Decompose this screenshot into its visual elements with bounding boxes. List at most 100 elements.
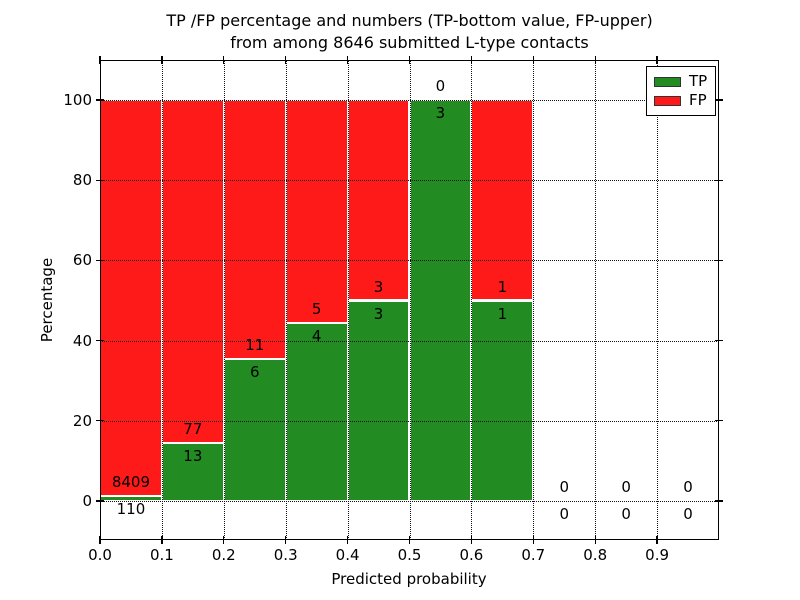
tp-count-label-0.8-0.9: 0 xyxy=(621,504,631,523)
tp-count-label-0.0-0.1: 110 xyxy=(116,499,146,518)
x-tick-top-0.9 xyxy=(656,56,658,64)
y-tick-label-0: 0 xyxy=(82,491,92,510)
x-tick-top-0.5 xyxy=(408,56,411,64)
y-tick-label-60: 60 xyxy=(72,251,92,270)
y-tick-left-20 xyxy=(96,420,104,422)
y-tick-label-40: 40 xyxy=(72,331,92,350)
fp-count-label-0.6-0.7: 1 xyxy=(497,277,508,296)
gridline-x-0.3 xyxy=(285,60,287,540)
x-tick-bottom-0 xyxy=(99,536,101,544)
x-tick-top-0 xyxy=(99,56,101,64)
x-tick-top-0.7 xyxy=(532,56,534,64)
y-tick-left-0 xyxy=(96,500,104,502)
gridline-y-80 xyxy=(100,180,719,182)
fp-count-label-0.4-0.5: 3 xyxy=(373,277,384,296)
x-tick-label-0.7: 0.7 xyxy=(521,546,546,564)
x-tick-label-0.8: 0.8 xyxy=(583,546,608,564)
gridline-y-100 xyxy=(100,100,719,102)
legend-item-tp: TP xyxy=(654,72,709,91)
tp-count-label-0.4-0.5: 3 xyxy=(373,304,384,323)
x-tick-bottom-0.6 xyxy=(470,536,473,544)
bar-segment-fp-0.4-0.5 xyxy=(347,100,410,301)
y-tick-left-100 xyxy=(96,99,104,101)
x-tick-bottom-0.5 xyxy=(408,536,411,544)
gridline-x-0.1 xyxy=(161,60,163,540)
chart-title: TP /FP percentage and numbers (TP-bottom… xyxy=(100,10,719,54)
bar-segment-tp-0.1-0.2 xyxy=(161,443,224,501)
x-tick-label-0.2: 0.2 xyxy=(211,546,236,564)
fp-swatch-icon xyxy=(654,95,681,106)
y-tick-label-20: 20 xyxy=(72,411,92,430)
gridline-y-0 xyxy=(100,500,719,502)
gridline-x-0.7 xyxy=(533,60,535,540)
legend-item-fp: FP xyxy=(654,91,709,110)
fp-count-label-0.2-0.3: 11 xyxy=(245,336,265,355)
x-tick-label-0.5: 0.5 xyxy=(397,546,422,564)
y-tick-right-80 xyxy=(715,179,723,181)
y-tick-right-100 xyxy=(715,99,723,101)
bar-segment-tp-0.4-0.5 xyxy=(347,300,410,501)
x-axis-label: Predicted probability xyxy=(331,570,487,588)
legend-label-fp: FP xyxy=(689,91,707,109)
x-tick-bottom-0.8 xyxy=(594,536,596,544)
y-tick-right-40 xyxy=(715,339,723,342)
fp-count-label-0.3-0.4: 5 xyxy=(311,299,322,318)
x-tick-label-0.1: 0.1 xyxy=(149,546,174,564)
x-tick-top-0.3 xyxy=(285,56,287,64)
x-tick-label-0.3: 0.3 xyxy=(273,546,298,564)
gridline-x-0.5 xyxy=(409,60,411,540)
x-tick-bottom-0.3 xyxy=(285,536,287,544)
gridline-y-60 xyxy=(100,260,719,262)
fp-count-label-0.7-0.8: 0 xyxy=(559,477,570,496)
x-tick-label-0.9: 0.9 xyxy=(645,546,670,564)
x-tick-bottom-0.9 xyxy=(656,536,658,544)
x-tick-top-0.4 xyxy=(346,56,349,64)
bar-segment-tp-0.5-0.6 xyxy=(409,100,472,501)
gridline-x-0.2 xyxy=(223,60,225,540)
plot-area: 8409 110 77 13 11 6 5 4 3 3 0 3 1 1 0 0 0 0 0 0 xyxy=(96,56,723,544)
gridline-y-40 xyxy=(100,340,719,342)
x-tick-bottom-0.2 xyxy=(223,536,225,544)
y-tick-right-0 xyxy=(715,500,723,502)
y-tick-label-100: 100 xyxy=(63,91,92,110)
y-tick-right-60 xyxy=(715,259,723,262)
tp-count-label-0.6-0.7: 1 xyxy=(497,304,508,323)
tp-count-label-0.5-0.6: 3 xyxy=(435,104,446,123)
x-tick-bottom-0.1 xyxy=(161,536,163,544)
y-tick-right-20 xyxy=(715,420,723,422)
legend-label-tp: TP xyxy=(689,72,708,90)
chart-title-line1: TP /FP percentage and numbers (TP-bottom… xyxy=(166,11,653,30)
x-tick-label-0.4: 0.4 xyxy=(335,546,360,564)
x-tick-top-0.6 xyxy=(470,56,473,64)
bar-segment-tp-0.6-0.7 xyxy=(471,300,534,501)
x-tick-bottom-0.7 xyxy=(532,536,534,544)
gridline-x-0.8 xyxy=(595,60,597,540)
chart-title-line2: from among 8646 submitted L-type contact… xyxy=(230,33,589,52)
x-tick-top-0.8 xyxy=(594,56,596,64)
x-tick-bottom-0.4 xyxy=(346,536,349,544)
tp-swatch-icon xyxy=(654,76,681,87)
tp-count-label-0.2-0.3: 6 xyxy=(249,363,260,382)
x-tick-top-0.2 xyxy=(223,56,225,64)
gridline-y-20 xyxy=(100,420,719,422)
y-tick-left-60 xyxy=(96,259,104,262)
bar-segment-tp-0.3-0.4 xyxy=(285,322,348,501)
gridline-x-0.4 xyxy=(347,60,349,540)
bar-segment-fp-0.6-0.7 xyxy=(471,100,534,301)
y-tick-left-80 xyxy=(96,179,104,181)
y-tick-label-80: 80 xyxy=(72,171,92,190)
tp-count-label-0.9-1.0: 0 xyxy=(683,504,693,523)
fp-count-label-0.8-0.9: 0 xyxy=(621,477,631,496)
gridline-x-0.9 xyxy=(657,60,659,540)
bar-segment-fp-0.1-0.2 xyxy=(161,100,224,443)
legend: TP FP xyxy=(646,66,716,116)
fp-count-label-0.5-0.6: 0 xyxy=(435,77,446,96)
fp-count-label-0.1-0.2: 77 xyxy=(183,420,203,439)
tp-count-label-0.1-0.2: 13 xyxy=(183,447,203,466)
fp-count-label-0.9-1.0: 0 xyxy=(683,477,693,496)
x-tick-label-0.6: 0.6 xyxy=(459,546,484,564)
tp-count-label-0.3-0.4: 4 xyxy=(311,326,322,345)
x-tick-label-0.0: 0.0 xyxy=(88,546,112,564)
gridline-x-0.6 xyxy=(471,60,473,540)
